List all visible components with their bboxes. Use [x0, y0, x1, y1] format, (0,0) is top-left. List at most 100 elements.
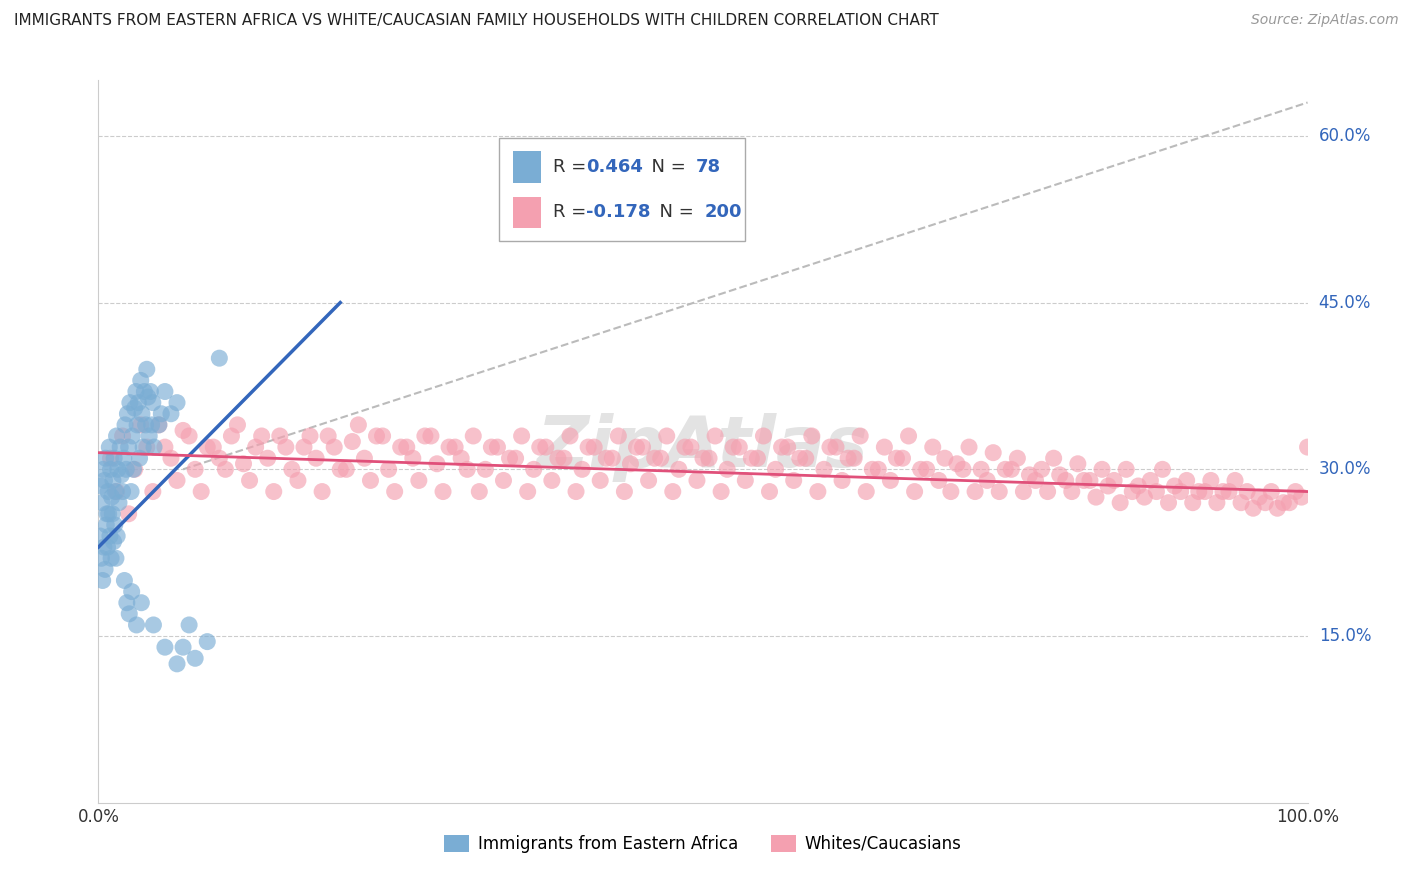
- Point: [202, 440, 225, 454]
- Point: [723, 440, 745, 454]
- Point: [125, 618, 148, 632]
- Point: [540, 474, 562, 488]
- Point: [939, 484, 962, 499]
- Point: [112, 451, 135, 466]
- Point: [1025, 474, 1047, 488]
- Point: [740, 451, 762, 466]
- Point: [1012, 484, 1035, 499]
- Point: [104, 484, 127, 499]
- Point: [121, 429, 143, 443]
- Point: [115, 596, 138, 610]
- Point: [891, 451, 914, 466]
- Point: [316, 429, 339, 443]
- Point: [100, 551, 122, 566]
- Point: [96, 540, 118, 554]
- Point: [934, 451, 956, 466]
- Point: [104, 551, 127, 566]
- Point: [879, 474, 901, 488]
- Point: [105, 529, 128, 543]
- Point: [1073, 474, 1095, 488]
- Point: [1278, 496, 1301, 510]
- Point: [108, 496, 131, 510]
- Point: [904, 484, 927, 499]
- Point: [981, 445, 1004, 459]
- Point: [335, 462, 357, 476]
- Point: [498, 451, 520, 466]
- Point: [868, 462, 890, 476]
- Point: [752, 429, 775, 443]
- Point: [626, 440, 648, 454]
- Point: [129, 373, 152, 387]
- Point: [111, 484, 134, 499]
- Point: [263, 484, 285, 499]
- Point: [595, 451, 617, 466]
- Point: [153, 384, 176, 399]
- Point: [1254, 496, 1277, 510]
- Point: [360, 474, 382, 488]
- Point: [150, 407, 173, 421]
- Point: [668, 462, 690, 476]
- Point: [153, 640, 176, 655]
- Point: [91, 496, 114, 510]
- Point: [160, 407, 183, 421]
- Point: [1175, 474, 1198, 488]
- Point: [783, 474, 806, 488]
- Point: [994, 462, 1017, 476]
- Point: [613, 484, 636, 499]
- Point: [91, 574, 114, 588]
- Point: [90, 479, 112, 493]
- Point: [1230, 496, 1253, 510]
- Point: [662, 484, 685, 499]
- Point: [1157, 496, 1180, 510]
- Point: [631, 440, 654, 454]
- Point: [789, 451, 811, 466]
- Point: [505, 451, 527, 466]
- Point: [529, 440, 551, 454]
- Point: [553, 451, 575, 466]
- Point: [134, 384, 156, 399]
- Point: [818, 440, 841, 454]
- Point: [117, 407, 139, 421]
- Point: [1097, 479, 1119, 493]
- Point: [1272, 496, 1295, 510]
- Point: [644, 451, 666, 466]
- Point: [1188, 484, 1211, 499]
- Text: 60.0%: 60.0%: [1319, 127, 1371, 145]
- Point: [1139, 474, 1161, 488]
- Point: [637, 474, 659, 488]
- Point: [547, 451, 569, 466]
- Point: [897, 429, 920, 443]
- Point: [1128, 479, 1150, 493]
- Point: [770, 440, 793, 454]
- Text: R =: R =: [553, 203, 592, 221]
- Point: [148, 417, 170, 432]
- Point: [1042, 451, 1064, 466]
- Point: [384, 484, 406, 499]
- Point: [250, 429, 273, 443]
- Point: [474, 462, 496, 476]
- Point: [115, 462, 138, 476]
- Point: [794, 451, 817, 466]
- Point: [565, 484, 588, 499]
- Point: [135, 362, 157, 376]
- Text: N =: N =: [648, 203, 700, 221]
- Text: 0.464: 0.464: [586, 158, 643, 176]
- Point: [486, 440, 509, 454]
- Point: [413, 429, 436, 443]
- Point: [915, 462, 938, 476]
- Point: [97, 484, 120, 499]
- Point: [860, 462, 883, 476]
- Point: [90, 551, 112, 566]
- Point: [1036, 484, 1059, 499]
- Point: [946, 457, 969, 471]
- Point: [139, 384, 162, 399]
- Point: [1091, 462, 1114, 476]
- Point: [1000, 462, 1022, 476]
- Legend: Immigrants from Eastern Africa, Whites/Caucasians: Immigrants from Eastern Africa, Whites/C…: [437, 828, 969, 860]
- Point: [371, 429, 394, 443]
- Point: [89, 529, 111, 543]
- Point: [232, 457, 254, 471]
- Point: [131, 407, 153, 421]
- Point: [245, 440, 267, 454]
- Text: R =: R =: [553, 158, 592, 176]
